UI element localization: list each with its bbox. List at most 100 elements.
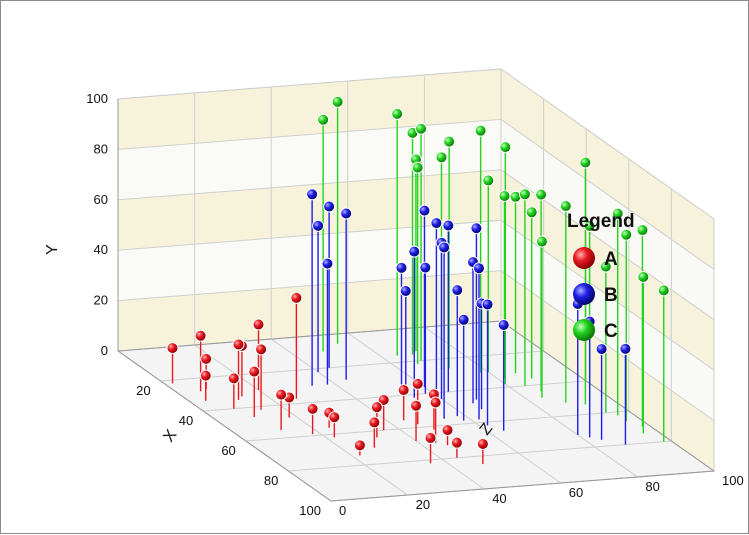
x-tick-label: 40 — [179, 413, 193, 428]
box-edge — [330, 470, 715, 502]
legend: Legend A B C — [567, 211, 635, 342]
axis-ticks: 0 20 40 60 80 100 20 40 60 80 100 0 20 40 60 80 100 — [86, 91, 743, 518]
y-tick-label: 100 — [86, 91, 108, 106]
data-point-c — [482, 174, 495, 187]
data-point-a — [353, 439, 366, 452]
legend-swatch-c — [573, 319, 595, 341]
data-point-b — [323, 200, 336, 213]
data-point-a — [248, 365, 261, 378]
x-tick-label: 100 — [299, 503, 321, 518]
y-tick-label: 20 — [94, 293, 108, 308]
data-point-c — [599, 260, 612, 273]
data-point-b — [430, 217, 443, 230]
data-point-b — [419, 261, 432, 274]
data-point-b — [438, 241, 451, 254]
chart-walls — [116, 68, 716, 502]
data-point-c — [579, 156, 592, 169]
data-point-b — [619, 342, 632, 355]
data-point-c — [317, 113, 330, 126]
data-point-a — [450, 436, 463, 449]
data-point-a — [166, 342, 179, 355]
legend-title: Legend — [567, 211, 635, 232]
z-gridline-floor — [347, 332, 562, 484]
right-wall-band — [501, 119, 714, 320]
data-point-b — [442, 219, 455, 232]
data-point-b — [395, 261, 408, 274]
data-point-c — [518, 188, 531, 201]
legend-label-b: B — [604, 285, 618, 306]
data-point-a — [441, 424, 454, 437]
data-point-b — [473, 262, 485, 275]
data-point-a — [429, 396, 442, 409]
box-edge — [117, 350, 332, 502]
data-point-b — [399, 285, 412, 297]
data-point-c — [637, 270, 650, 283]
x-gridline-floor — [245, 410, 629, 442]
data-point-b — [457, 313, 470, 326]
data-point-a — [199, 369, 212, 382]
data-point-c — [443, 135, 456, 148]
y-tick-label: 40 — [94, 242, 108, 257]
right-wall-band — [501, 69, 714, 270]
data-point-a — [252, 318, 265, 331]
right-wall-band — [501, 270, 714, 471]
data-point-c — [525, 206, 538, 219]
data-point-b — [470, 222, 483, 235]
z-tick-label: 100 — [722, 473, 744, 488]
data-point-b — [595, 343, 608, 356]
x-tick-label: 80 — [264, 473, 278, 488]
z-gridline-floor — [424, 326, 638, 478]
legend-swatch-a — [573, 247, 595, 269]
data-point-a — [424, 432, 437, 444]
data-point-c — [559, 200, 572, 213]
data-point-c — [411, 161, 424, 174]
z-gridline-floor — [194, 344, 408, 496]
x-gridline-floor — [203, 380, 587, 412]
data-point-b — [418, 204, 431, 217]
y-tick-label: 0 — [101, 343, 108, 358]
data-point-a — [200, 352, 213, 365]
data-point-a — [194, 329, 207, 342]
legend-swatch-b — [573, 283, 595, 305]
legend-item-c: C — [573, 319, 618, 342]
data-point-c — [415, 122, 428, 135]
z-tick-label: 40 — [492, 491, 506, 506]
data-point-b — [312, 219, 325, 232]
legend-label-a: A — [604, 249, 618, 270]
legend-item-b: B — [573, 283, 618, 306]
data-point-b — [408, 245, 421, 258]
data-point-a — [255, 343, 268, 356]
data-point-c — [535, 235, 548, 248]
data-point-a — [410, 399, 423, 412]
y-tick-label: 60 — [94, 192, 108, 207]
legend-item-a: A — [573, 247, 618, 270]
data-point-a — [227, 372, 240, 385]
data-point-a — [368, 416, 381, 429]
data-point-a — [328, 411, 341, 424]
data-point-c — [535, 188, 548, 201]
x-gridline-floor — [160, 350, 544, 382]
z-tick-label: 20 — [416, 497, 430, 512]
data-point-a — [290, 291, 303, 304]
y-axis-title: Y — [44, 244, 61, 255]
data-point-a — [306, 402, 319, 415]
data-point-b — [321, 257, 334, 270]
data-point-a — [377, 393, 390, 406]
data-point-c — [474, 124, 487, 137]
data-point-a — [370, 401, 383, 414]
z-tick-label: 0 — [339, 503, 346, 518]
data-point-a — [232, 338, 245, 351]
data-point-b — [340, 207, 353, 220]
data-points — [166, 95, 670, 452]
data-point-c — [331, 95, 344, 108]
x-axis-title: X — [160, 427, 180, 446]
z-tick-label: 60 — [569, 485, 583, 500]
data-point-c — [498, 189, 511, 202]
data-point-a — [476, 437, 489, 450]
left-wall-band — [118, 220, 501, 301]
z-gridline-floor — [270, 338, 485, 490]
data-point-a — [275, 388, 288, 401]
data-point-c — [657, 284, 670, 297]
